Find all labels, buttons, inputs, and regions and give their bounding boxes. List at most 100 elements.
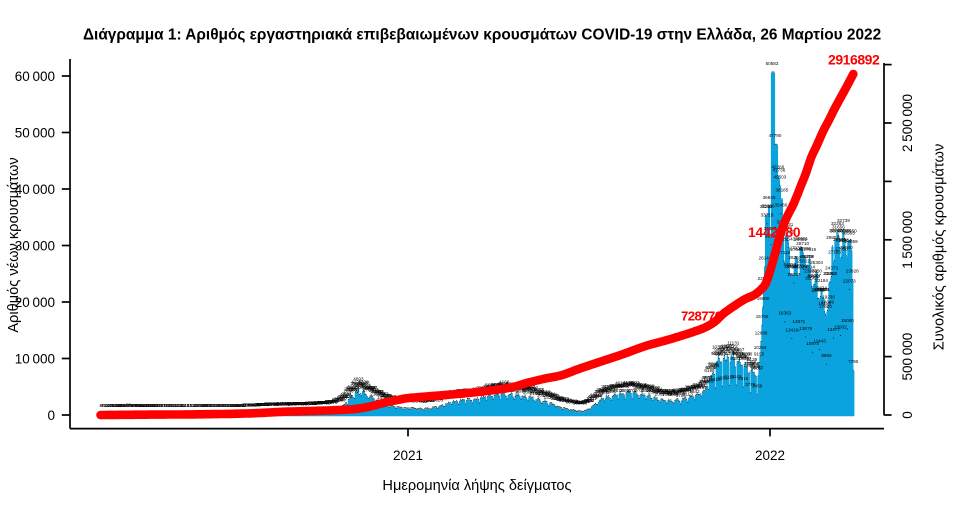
svg-text:15766: 15766: [756, 314, 769, 319]
svg-text:579: 579: [330, 400, 338, 405]
svg-text:825: 825: [565, 399, 573, 404]
svg-text:9576: 9576: [720, 349, 731, 354]
svg-text:24514: 24514: [802, 265, 815, 270]
svg-text:3818: 3818: [621, 382, 632, 387]
svg-text:3579: 3579: [609, 383, 620, 388]
svg-text:78: 78: [127, 403, 133, 408]
svg-text:2830: 2830: [679, 387, 690, 392]
svg-text:9852: 9852: [714, 348, 725, 353]
svg-text:1794: 1794: [676, 393, 687, 398]
svg-text:6681: 6681: [751, 366, 762, 371]
svg-text:1301: 1301: [551, 396, 562, 401]
svg-text:941: 941: [564, 398, 572, 403]
svg-text:28710: 28710: [796, 241, 809, 246]
svg-text:3429: 3429: [601, 384, 612, 389]
svg-text:347: 347: [276, 401, 284, 406]
svg-text:21: 21: [207, 403, 213, 408]
svg-text:1072: 1072: [332, 397, 343, 402]
svg-text:40 000: 40 000: [15, 182, 55, 197]
svg-text:2693: 2693: [600, 388, 611, 393]
svg-text:20595: 20595: [816, 287, 829, 292]
svg-text:397: 397: [290, 401, 298, 406]
svg-text:27646: 27646: [790, 247, 803, 252]
svg-text:53: 53: [142, 403, 148, 408]
svg-text:2785: 2785: [634, 388, 645, 393]
svg-text:0: 0: [900, 411, 915, 419]
svg-text:3606: 3606: [639, 383, 650, 388]
svg-text:561: 561: [579, 400, 587, 405]
svg-text:4167: 4167: [699, 380, 710, 385]
svg-text:1023: 1023: [562, 397, 573, 402]
svg-text:2135: 2135: [668, 391, 679, 396]
svg-text:2785: 2785: [363, 388, 374, 393]
svg-text:364: 364: [294, 401, 302, 406]
svg-text:22073: 22073: [843, 279, 856, 284]
svg-text:1750: 1750: [339, 393, 350, 398]
svg-text:248: 248: [262, 402, 270, 407]
svg-text:2702: 2702: [627, 388, 638, 393]
svg-text:2939: 2939: [527, 387, 538, 392]
svg-text:3793: 3793: [631, 382, 642, 387]
svg-text:3439: 3439: [361, 384, 372, 389]
svg-text:27932: 27932: [789, 245, 802, 250]
svg-text:21: 21: [220, 403, 226, 408]
svg-text:514: 514: [312, 400, 320, 405]
svg-text:789: 789: [570, 399, 578, 404]
svg-text:1981: 1981: [669, 392, 680, 397]
svg-text:1301: 1301: [586, 396, 597, 401]
svg-text:3562: 3562: [614, 383, 625, 388]
svg-text:30: 30: [155, 403, 161, 408]
svg-text:2451: 2451: [654, 389, 665, 394]
svg-text:26: 26: [216, 403, 222, 408]
svg-text:23227: 23227: [787, 272, 800, 277]
svg-text:2797: 2797: [605, 387, 616, 392]
svg-text:2279: 2279: [542, 390, 553, 395]
svg-text:2888: 2888: [534, 387, 545, 392]
svg-text:3206: 3206: [686, 385, 697, 390]
svg-text:6905: 6905: [750, 364, 761, 369]
svg-text:524: 524: [314, 400, 322, 405]
svg-text:1544: 1544: [337, 395, 348, 400]
svg-text:368: 368: [284, 401, 292, 406]
svg-text:3323: 3323: [638, 384, 649, 389]
svg-text:1782: 1782: [382, 393, 393, 398]
svg-text:2337: 2337: [677, 390, 688, 395]
svg-text:58: 58: [236, 403, 242, 408]
svg-text:7: 7: [101, 403, 104, 408]
svg-text:63: 63: [241, 403, 247, 408]
svg-text:2490: 2490: [606, 389, 617, 394]
svg-text:58: 58: [121, 403, 127, 408]
svg-text:690: 690: [566, 399, 574, 404]
svg-text:1495: 1495: [377, 395, 388, 400]
svg-text:35: 35: [230, 403, 236, 408]
svg-text:8669: 8669: [736, 354, 747, 359]
svg-text:2606: 2606: [343, 389, 354, 394]
svg-text:26: 26: [110, 403, 116, 408]
svg-text:63: 63: [140, 403, 146, 408]
svg-text:3911: 3911: [350, 381, 360, 386]
svg-text:2669: 2669: [641, 388, 652, 393]
svg-text:30 000: 30 000: [15, 238, 55, 253]
svg-text:7795: 7795: [848, 359, 859, 364]
svg-text:2044: 2044: [341, 392, 352, 397]
svg-text:23828: 23828: [846, 269, 859, 274]
svg-text:2822: 2822: [533, 387, 544, 392]
svg-text:47790: 47790: [769, 133, 782, 138]
svg-text:22184: 22184: [815, 278, 828, 283]
svg-text:28: 28: [152, 403, 158, 408]
svg-text:99: 99: [248, 403, 254, 408]
svg-text:695: 695: [326, 399, 334, 404]
svg-text:0: 0: [47, 408, 55, 423]
svg-text:107: 107: [245, 403, 253, 408]
svg-text:504: 504: [311, 400, 319, 405]
svg-text:333: 333: [278, 401, 286, 406]
svg-text:1626: 1626: [342, 394, 353, 399]
svg-text:3098: 3098: [524, 386, 535, 391]
svg-text:35366: 35366: [762, 203, 775, 208]
svg-text:555: 555: [322, 400, 330, 405]
svg-text:19: 19: [157, 403, 163, 408]
svg-text:22: 22: [208, 403, 214, 408]
svg-text:3459: 3459: [752, 384, 763, 389]
svg-text:80: 80: [126, 403, 132, 408]
svg-text:24: 24: [151, 403, 157, 408]
